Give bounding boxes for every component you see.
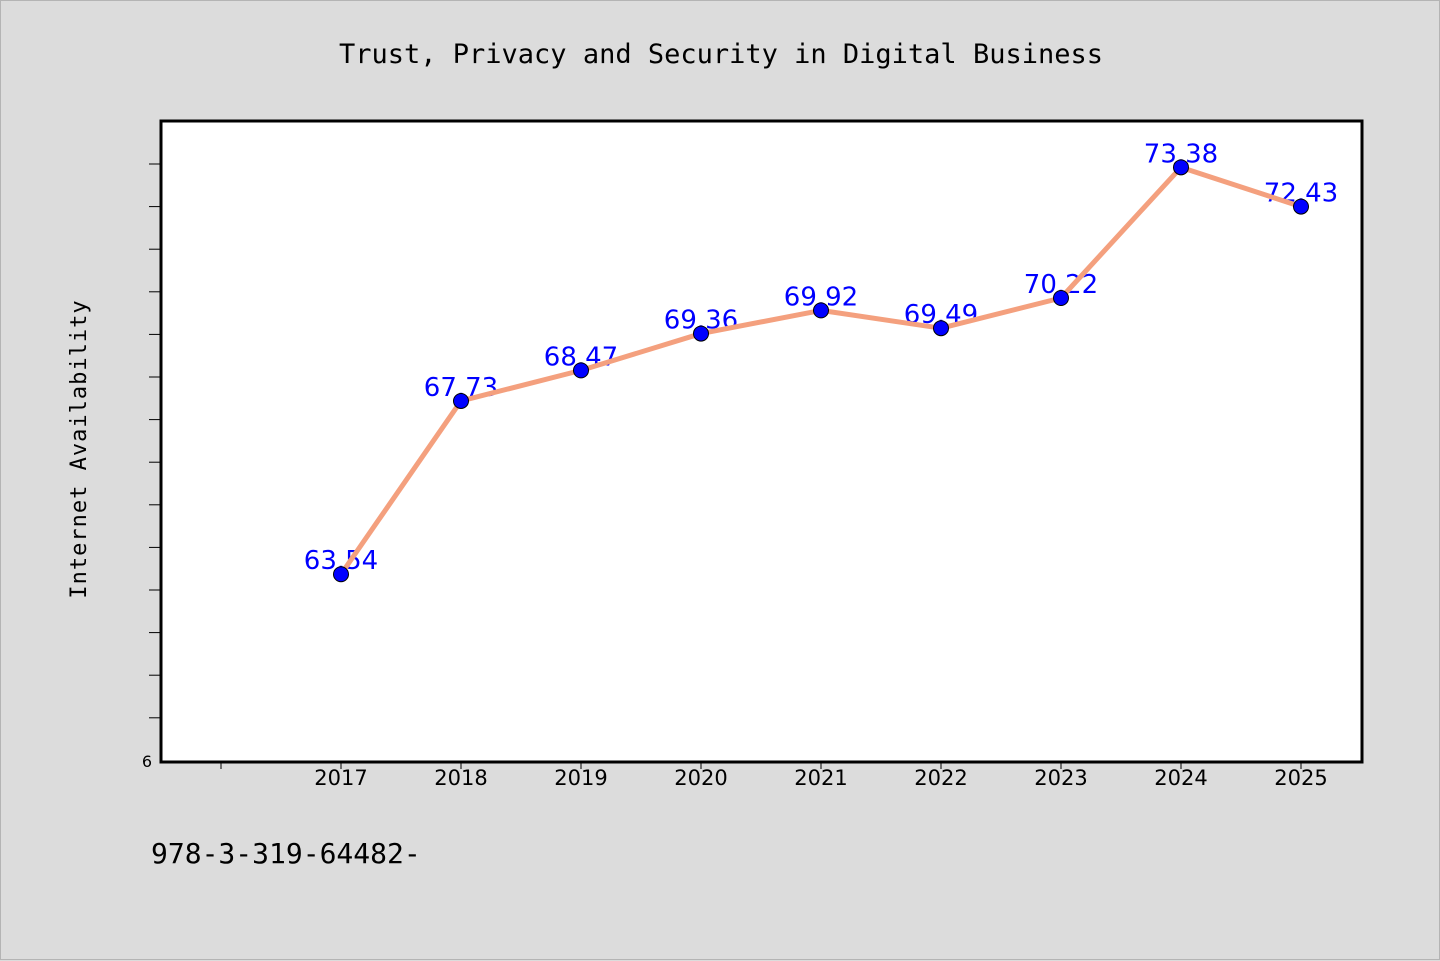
series-layer xyxy=(333,159,1309,583)
x-tick-label: 2023 xyxy=(1034,766,1087,790)
data-point xyxy=(693,325,709,342)
chart-title: Trust, Privacy and Security in Digital B… xyxy=(339,39,1103,70)
data-point xyxy=(1293,198,1309,215)
y-tick-label: 6 xyxy=(142,752,152,771)
y-axis-label: Internet Availability xyxy=(67,299,92,598)
plot-area xyxy=(159,119,1364,764)
x-tick-label: 2019 xyxy=(554,766,607,790)
x-tick-label: 2018 xyxy=(434,766,487,790)
data-point xyxy=(1053,289,1069,306)
x-axis-ticks: 2017 2018 2019 2020 2021 2022 2023 2024 2025 xyxy=(220,762,1328,790)
x-tick-label: 2022 xyxy=(914,766,967,790)
x-tick-label: 2024 xyxy=(1154,766,1207,790)
data-point xyxy=(573,362,589,379)
x-tick-label: 2021 xyxy=(794,766,847,790)
y-axis-ticks: 6 xyxy=(142,163,161,771)
x-tick-label: 2025 xyxy=(1274,766,1327,790)
data-point xyxy=(813,302,829,319)
data-point xyxy=(933,320,949,337)
x-tick-label: 2017 xyxy=(314,766,367,790)
data-point xyxy=(453,392,469,409)
x-tick-label: 2020 xyxy=(674,766,727,790)
data-point xyxy=(1173,159,1189,176)
data-point xyxy=(333,566,349,583)
footer-isbn: 978-3-319-64482- xyxy=(151,837,421,870)
